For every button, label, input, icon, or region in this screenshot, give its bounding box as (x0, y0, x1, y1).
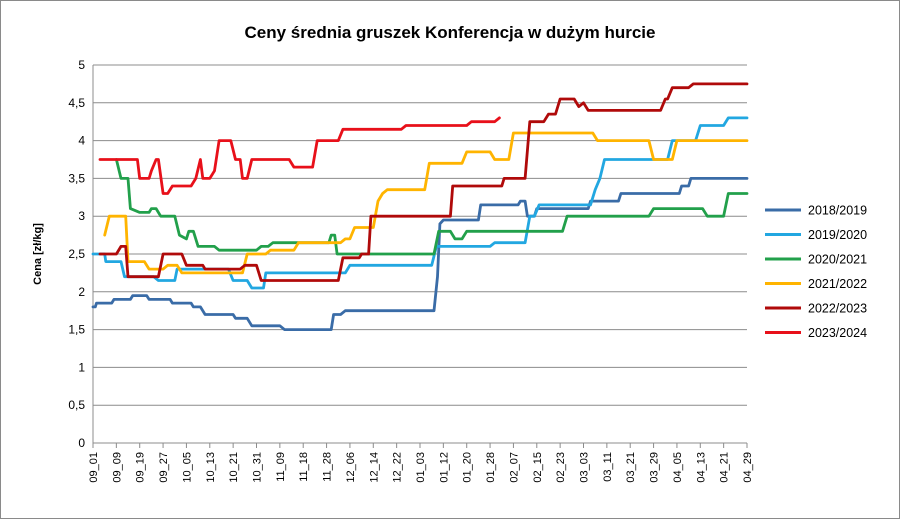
chart-title: Ceny średnia gruszek Konferencja w dużym… (245, 23, 656, 42)
x-tick-label: 09_27 (158, 452, 170, 483)
axes (92, 65, 748, 448)
series-line-2023-2024 (98, 116, 501, 195)
x-tick-label: 11_28 (322, 452, 334, 482)
series-line-2020-2021 (115, 158, 749, 256)
x-tick-label: 03_03 (579, 452, 591, 483)
x-tick-label: 02_15 (532, 452, 544, 483)
legend-label: 2021/2022 (808, 277, 867, 291)
x-tick-label: 02_23 (555, 452, 567, 483)
legend-label: 2018/2019 (808, 204, 867, 218)
series-lines (91, 82, 749, 331)
x-tick-label: 09_19 (135, 452, 147, 483)
x-tick-label: 03_21 (625, 452, 637, 483)
x-tick-label: 12_06 (345, 452, 357, 483)
y-tick-label: 1 (78, 360, 85, 374)
x-tick-label: 04_13 (695, 452, 707, 483)
legend-label: 2020/2021 (808, 253, 867, 267)
x-tick-label: 12_22 (392, 452, 404, 483)
x-tick-label: 03_11 (602, 452, 614, 482)
x-tick-label: 11_18 (298, 452, 310, 482)
gridlines (93, 64, 747, 406)
y-tick-label: 3 (78, 209, 85, 223)
y-tick-label: 4 (78, 134, 85, 148)
legend-label: 2022/2023 (808, 302, 867, 316)
x-tick-label: 10_21 (228, 452, 240, 483)
y-tick-label: 3,5 (68, 171, 85, 185)
x-tick-label: 12_14 (368, 452, 380, 483)
y-tick-label: 5 (78, 58, 85, 72)
y-tick-label: 0,5 (68, 398, 85, 412)
x-tick-label: 10_13 (205, 452, 217, 483)
series-line-2021-2022 (103, 131, 749, 275)
legend-label: 2019/2020 (808, 228, 867, 242)
y-tick-label: 2 (78, 285, 85, 299)
x-tick-label: 01_20 (462, 452, 474, 483)
x-tick-label: 04_29 (742, 452, 754, 483)
y-tick-label: 2,5 (68, 247, 85, 261)
x-tick-label: 04_05 (672, 452, 684, 483)
legend-label: 2023/2024 (808, 326, 867, 340)
y-tick-label: 0 (78, 436, 85, 450)
x-tick-label: 11_09 (275, 452, 287, 482)
x-tick-label: 04_21 (719, 452, 731, 483)
y-axis-label: Cena [zł/kg] (32, 223, 44, 285)
legend: 2018/2019 2019/2020 2020/2021 2021/2022 2022… (765, 204, 867, 340)
x-tick-label: 03_29 (649, 452, 661, 483)
y-tick-labels: 0 0,5 1 1,5 2 2,5 3 3,5 4 4,5 5 (68, 58, 85, 450)
series-line-2019-2020 (91, 116, 749, 290)
y-tick-label: 1,5 (68, 323, 85, 337)
series-line-2022-2023 (98, 82, 749, 282)
x-tick-label: 09_01 (88, 452, 100, 483)
x-tick-label: 01_12 (438, 452, 450, 483)
y-tick-label: 4,5 (68, 96, 85, 110)
x-tick-label: 01_03 (415, 452, 427, 483)
x-tick-label: 10_05 (181, 452, 193, 483)
x-tick-label: 01_28 (485, 452, 497, 483)
x-tick-label: 10_31 (252, 452, 264, 483)
x-tick-label: 02_07 (508, 452, 520, 483)
x-tick-label: 09_09 (111, 452, 123, 483)
x-tick-labels: 09_01 09_09 09_19 09_27 10_05 10_13 10_21 10_31… (88, 452, 754, 483)
